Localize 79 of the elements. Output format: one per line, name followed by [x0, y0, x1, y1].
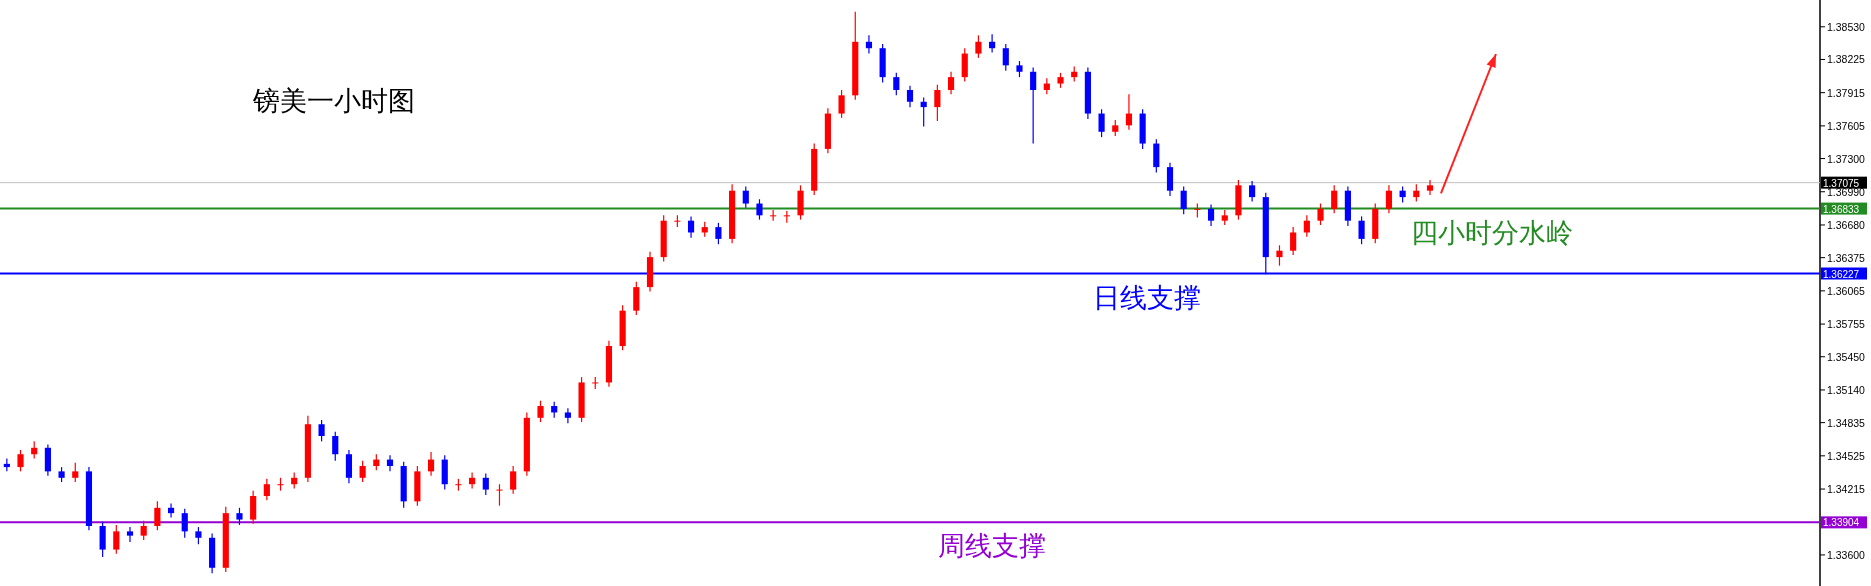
candlestick — [332, 431, 339, 462]
y-tick-label: 1.37300 — [1827, 152, 1866, 165]
candlestick — [1153, 138, 1160, 174]
candlestick — [113, 524, 120, 555]
candlestick — [140, 520, 147, 541]
y-tick-label: 1.34835 — [1827, 416, 1866, 429]
candlestick — [44, 443, 51, 477]
y-tick-label: 1.35755 — [1827, 318, 1866, 331]
candlestick — [756, 198, 763, 221]
text: 1.33904 — [1823, 517, 1860, 529]
text: 1.37075 — [1823, 177, 1860, 189]
candlestick — [17, 449, 24, 472]
candlestick — [961, 47, 968, 83]
candlestick — [1002, 43, 1009, 72]
candlestick — [386, 454, 394, 472]
candlestick — [1166, 162, 1174, 197]
y-tick-label: 1.34215 — [1827, 483, 1866, 496]
candlestick — [1317, 202, 1324, 226]
candlestick — [865, 34, 873, 55]
candlestick — [1180, 185, 1187, 215]
candlestick — [496, 483, 503, 507]
candlestick — [427, 451, 435, 477]
y-tick-label: 1.35450 — [1827, 350, 1866, 363]
candlestick — [1426, 179, 1434, 196]
candlestick — [920, 96, 927, 128]
candlestick — [510, 465, 517, 495]
candlestick — [1358, 215, 1365, 245]
text: 1.36227 — [1823, 268, 1860, 280]
candlestick — [1290, 226, 1297, 256]
candlestick — [126, 526, 134, 543]
candlestick — [1098, 108, 1105, 138]
candlestick — [742, 185, 749, 209]
y-tick-label: 1.34525 — [1827, 449, 1866, 462]
candlestick — [906, 85, 914, 108]
candlestick — [181, 508, 188, 539]
candlestick — [1125, 93, 1133, 131]
ref-line-label: 日线支撑 — [1092, 282, 1201, 313]
candlestick — [687, 215, 695, 239]
candlestick — [1207, 204, 1215, 227]
y-tick-label: 1.38530 — [1827, 20, 1866, 33]
candlestick — [893, 72, 900, 96]
candlestick — [345, 449, 353, 484]
candlestick — [1385, 184, 1393, 214]
candlestick — [1276, 244, 1283, 267]
candlestick — [838, 89, 845, 119]
y-tick-label: 1.36065 — [1827, 284, 1866, 297]
text: 镑美一小时图 — [252, 86, 415, 116]
candlestick — [318, 419, 325, 442]
candlestick — [250, 490, 257, 525]
y-tick-label: 1.33600 — [1827, 548, 1866, 561]
candlestick — [1303, 214, 1310, 238]
candlestick — [934, 84, 941, 122]
candlestick — [564, 407, 571, 424]
candlestick — [263, 478, 270, 501]
candlestick — [359, 460, 366, 483]
candlestick — [1331, 184, 1338, 214]
candlestick — [633, 281, 640, 316]
candlestick — [947, 71, 955, 95]
candlestick — [1249, 180, 1256, 202]
candlestick — [99, 521, 106, 558]
y-tick-label: 1.35140 — [1827, 383, 1866, 396]
candlestick — [469, 471, 476, 490]
candlestick — [72, 462, 79, 483]
candlestick — [167, 502, 175, 519]
y-tick-label: 1.36375 — [1827, 251, 1866, 264]
candlestick — [715, 222, 722, 245]
ref-line-label: 四小时分水岭 — [1411, 217, 1574, 248]
y-tick-label: 1.38225 — [1827, 53, 1866, 66]
y-tick-label: 1.37915 — [1827, 86, 1866, 99]
candlestick — [154, 500, 161, 531]
candlestick — [975, 34, 982, 59]
text: 1.36833 — [1823, 203, 1860, 215]
candlestick — [482, 472, 489, 496]
y-tick-label: 1.37605 — [1827, 119, 1866, 132]
candlestick — [1030, 66, 1037, 145]
y-tick-label: 1.36680 — [1827, 218, 1866, 231]
candlestick — [989, 33, 996, 54]
ref-line-label: 周线支撑 — [937, 531, 1046, 562]
candlestick — [537, 400, 544, 423]
